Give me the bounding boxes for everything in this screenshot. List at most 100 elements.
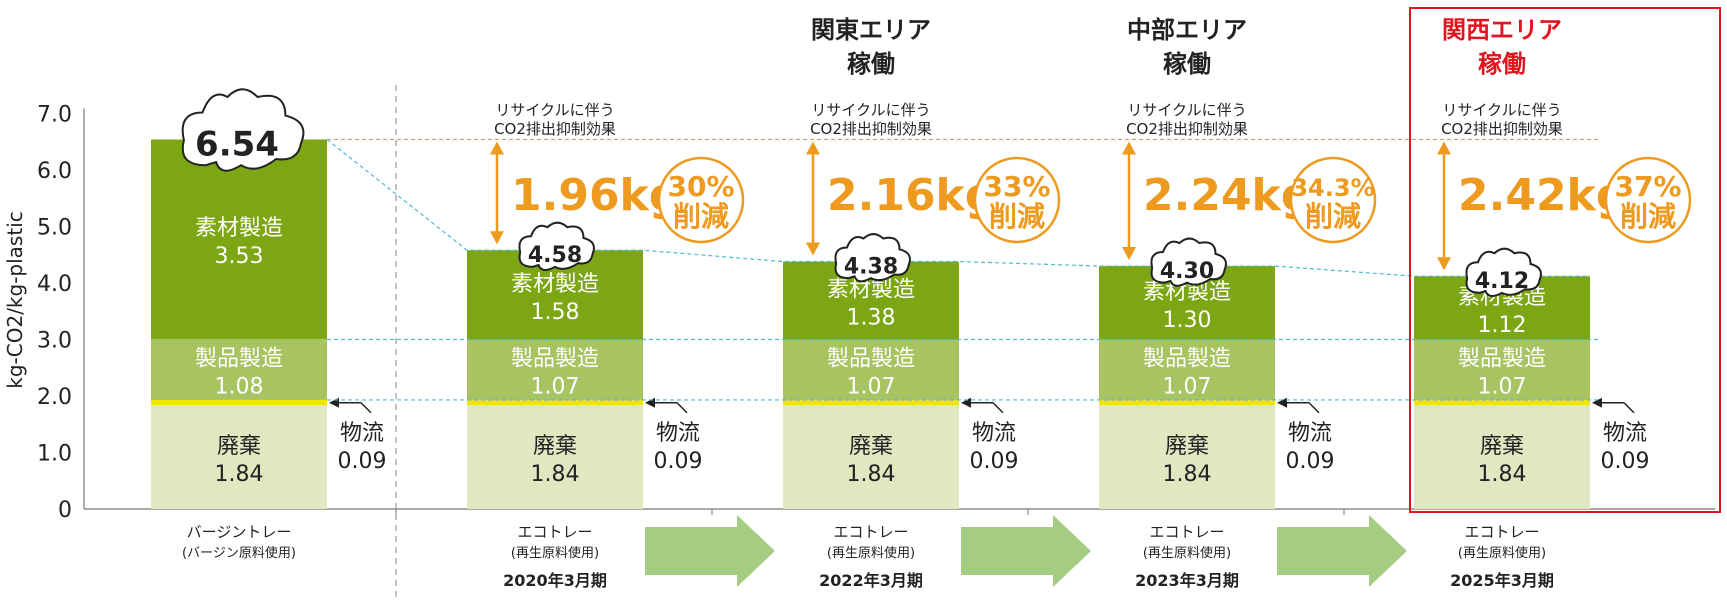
segment-value-disposal: 1.84 xyxy=(531,462,580,487)
logistics-name: 物流 xyxy=(656,421,700,446)
logistics-leader xyxy=(1308,402,1320,414)
segment-value-product: 1.07 xyxy=(1478,375,1527,400)
segment-name-disposal: 廃棄 xyxy=(533,434,577,459)
y-tick-label: 3.0 xyxy=(37,329,72,354)
total-cloud xyxy=(834,233,911,283)
reduction-arrowhead-down xyxy=(1122,247,1136,261)
logistics-leader xyxy=(1623,402,1635,414)
segment-value-disposal: 1.84 xyxy=(1163,462,1212,487)
logistics-arrowhead xyxy=(1592,397,1602,408)
bar-segment-product xyxy=(151,338,327,400)
reduction-circle xyxy=(1289,156,1377,244)
effect-label-line2: CO2排出抑制効果 xyxy=(810,120,932,138)
bar-segment-material xyxy=(151,139,327,339)
reduction-arrowhead-up xyxy=(806,141,820,155)
segment-name-product: 製品製造 xyxy=(1458,347,1546,372)
logistics-value: 0.09 xyxy=(338,449,387,474)
reduction-circle xyxy=(1604,156,1692,244)
segment-value-material: 1.12 xyxy=(1478,313,1527,338)
reduction-arrowhead-down xyxy=(490,231,504,245)
logistics-arrowhead xyxy=(1277,397,1287,408)
segment-name-product: 製品製造 xyxy=(827,347,915,372)
segment-value-disposal: 1.84 xyxy=(1478,462,1527,487)
category-sub: (再生原料使用) xyxy=(827,545,915,561)
y-tick-label: 6.0 xyxy=(37,159,72,184)
segment-value-material: 1.38 xyxy=(847,306,896,331)
connector-totals xyxy=(326,139,1590,277)
segment-name-product: 製品製造 xyxy=(511,347,599,372)
segment-value-product: 1.08 xyxy=(215,374,264,399)
effect-label-line1: リサイクルに伴う xyxy=(495,101,614,119)
category-name: バージントレー xyxy=(187,523,292,541)
cloud-shape xyxy=(1150,237,1227,287)
total-value: 4.30 xyxy=(1160,259,1214,284)
logistics-arrowhead xyxy=(645,397,655,408)
reduction-circle xyxy=(973,156,1061,244)
reduction-word: 削減 xyxy=(1620,200,1676,233)
reduction-percent: 33% xyxy=(983,170,1050,203)
category-period: 2022年3月期 xyxy=(819,571,923,590)
cloud-shape xyxy=(518,221,595,271)
progress-arrow xyxy=(1277,515,1407,587)
reduction-amount: 2.24kg xyxy=(1143,170,1312,221)
reduction-percent: 34.3% xyxy=(1291,174,1374,202)
logistics-leader xyxy=(360,402,372,414)
category-name: エコトレー xyxy=(1149,523,1224,541)
category-period: 2025年3月期 xyxy=(1450,571,1554,590)
area-header-status: 稼働 xyxy=(1478,50,1526,78)
segment-name-disposal: 廃棄 xyxy=(1165,434,1209,459)
segment-value-product: 1.07 xyxy=(847,375,896,400)
logistics-name: 物流 xyxy=(972,421,1016,446)
segment-name-disposal: 廃棄 xyxy=(1480,434,1524,459)
reduction-amount: 2.16kg xyxy=(827,170,996,221)
logistics-value: 0.09 xyxy=(654,449,703,474)
progress-arrow xyxy=(961,515,1091,587)
total-cloud xyxy=(181,88,305,172)
reduction-arrowhead-up xyxy=(1122,141,1136,155)
reduction-word: 削減 xyxy=(1305,200,1361,233)
total-value: 4.58 xyxy=(528,243,582,268)
segment-value-disposal: 1.84 xyxy=(847,462,896,487)
y-tick-label: 0 xyxy=(58,498,72,523)
effect-label-line1: リサイクルに伴う xyxy=(1127,101,1246,119)
total-cloud xyxy=(1465,247,1542,297)
bar-segment-logistics xyxy=(467,399,643,406)
logistics-leader xyxy=(992,402,1004,414)
bar-segment-disposal xyxy=(1414,405,1590,509)
bar-segment-product xyxy=(783,339,959,400)
bar-segment-product xyxy=(467,339,643,400)
segment-name-material: 素材製造 xyxy=(511,272,599,297)
bar-segment-disposal xyxy=(1099,405,1275,509)
bar-segment-logistics xyxy=(1099,399,1275,406)
reduction-arrowhead-up xyxy=(490,141,504,155)
segment-name-product: 製品製造 xyxy=(195,346,283,371)
area-header-title: 関西エリア xyxy=(1442,16,1562,44)
bar-segment-logistics xyxy=(1414,399,1590,406)
category-name: エコトレー xyxy=(1464,523,1539,541)
progress-arrow xyxy=(645,515,775,587)
effect-label-line2: CO2排出抑制効果 xyxy=(494,120,616,138)
reduction-amount: 1.96kg xyxy=(511,170,680,221)
y-axis-label: kg-CO2/kg-plastic xyxy=(3,211,27,388)
y-tick-label: 7.0 xyxy=(37,103,72,128)
category-sub: (再生原料使用) xyxy=(1143,545,1231,561)
reduction-percent: 30% xyxy=(667,170,734,203)
y-tick-label: 5.0 xyxy=(37,216,72,241)
reduction-amount: 2.42kg xyxy=(1458,170,1627,221)
segment-value-disposal: 1.84 xyxy=(215,462,264,487)
segment-name-product: 製品製造 xyxy=(1143,347,1231,372)
bar-segment-logistics xyxy=(783,399,959,406)
segment-name-disposal: 廃棄 xyxy=(217,434,261,459)
logistics-name: 物流 xyxy=(340,421,384,446)
area-header-title: 関東エリア xyxy=(811,16,931,44)
effect-label-line2: CO2排出抑制効果 xyxy=(1126,120,1248,138)
reduction-percent: 37% xyxy=(1614,170,1681,203)
effect-label-line1: リサイクルに伴う xyxy=(811,101,930,119)
category-sub: (バージン原料使用) xyxy=(182,545,296,561)
y-tick-label: 2.0 xyxy=(37,385,72,410)
logistics-arrowhead xyxy=(329,397,339,408)
bar-segment-product xyxy=(1099,339,1275,400)
segment-value-material: 3.53 xyxy=(215,244,264,269)
bar-segment-logistics xyxy=(151,399,327,406)
effect-label-line1: リサイクルに伴う xyxy=(1442,101,1561,119)
